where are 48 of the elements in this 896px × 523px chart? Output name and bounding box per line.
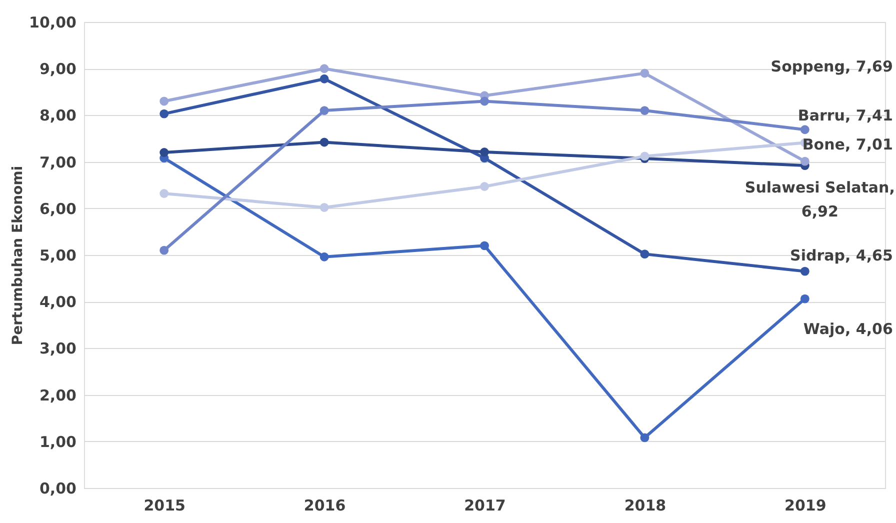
point: [800, 156, 810, 166]
x-tick-label: 2015: [144, 496, 186, 514]
point: [160, 96, 169, 106]
y-tick-label: 9,00: [39, 60, 76, 78]
text: Sidrap, 4,65: [790, 246, 893, 264]
point: [160, 109, 169, 118]
point: [800, 294, 810, 304]
text: Barru, 7,41: [798, 106, 893, 125]
y-tick-label: 5,00: [39, 246, 76, 264]
point: [480, 148, 489, 156]
text: Soppeng, 7,69: [770, 58, 893, 76]
point: [480, 182, 489, 191]
point: [640, 152, 650, 161]
point: [320, 203, 329, 212]
y-tick-label: 7,00: [39, 153, 76, 172]
y-tick-label: 2,00: [39, 386, 76, 404]
point: [320, 74, 329, 84]
point: [160, 148, 169, 157]
y-tick-label: 6,00: [39, 200, 76, 218]
x-tick-label: 2016: [304, 496, 346, 514]
point: [640, 68, 650, 78]
point: [640, 433, 650, 442]
y-axis-title: Pertumbuhan Ekonomi: [10, 166, 26, 346]
y-tick-label: 10,00: [29, 14, 76, 32]
point: [480, 96, 489, 106]
y-tick-label: 1,00: [39, 432, 76, 451]
point: [320, 252, 329, 262]
point: [800, 125, 810, 134]
x-tick-label: 2017: [464, 496, 506, 514]
point: [800, 266, 810, 276]
y-tick-label: 4,00: [39, 293, 76, 312]
point: [640, 250, 650, 259]
y-tick-label: 0,00: [39, 480, 76, 498]
series-label: Sulawesi Selatan,: [744, 178, 895, 197]
point: [320, 64, 329, 74]
point: [320, 106, 329, 116]
point: [320, 138, 329, 147]
text: Bone, 7,01: [802, 135, 893, 154]
text: Wajo, 4,06: [803, 320, 893, 338]
point: [480, 241, 489, 250]
data-label: 6,92: [801, 202, 838, 221]
y-tick-label: 3,00: [39, 340, 76, 358]
point: [160, 246, 169, 255]
x-tick-label: 2019: [784, 496, 826, 514]
y-tick-label: 8,00: [39, 106, 76, 125]
point: [160, 189, 169, 198]
x-tick-label: 2018: [624, 496, 666, 514]
point: [640, 106, 650, 116]
